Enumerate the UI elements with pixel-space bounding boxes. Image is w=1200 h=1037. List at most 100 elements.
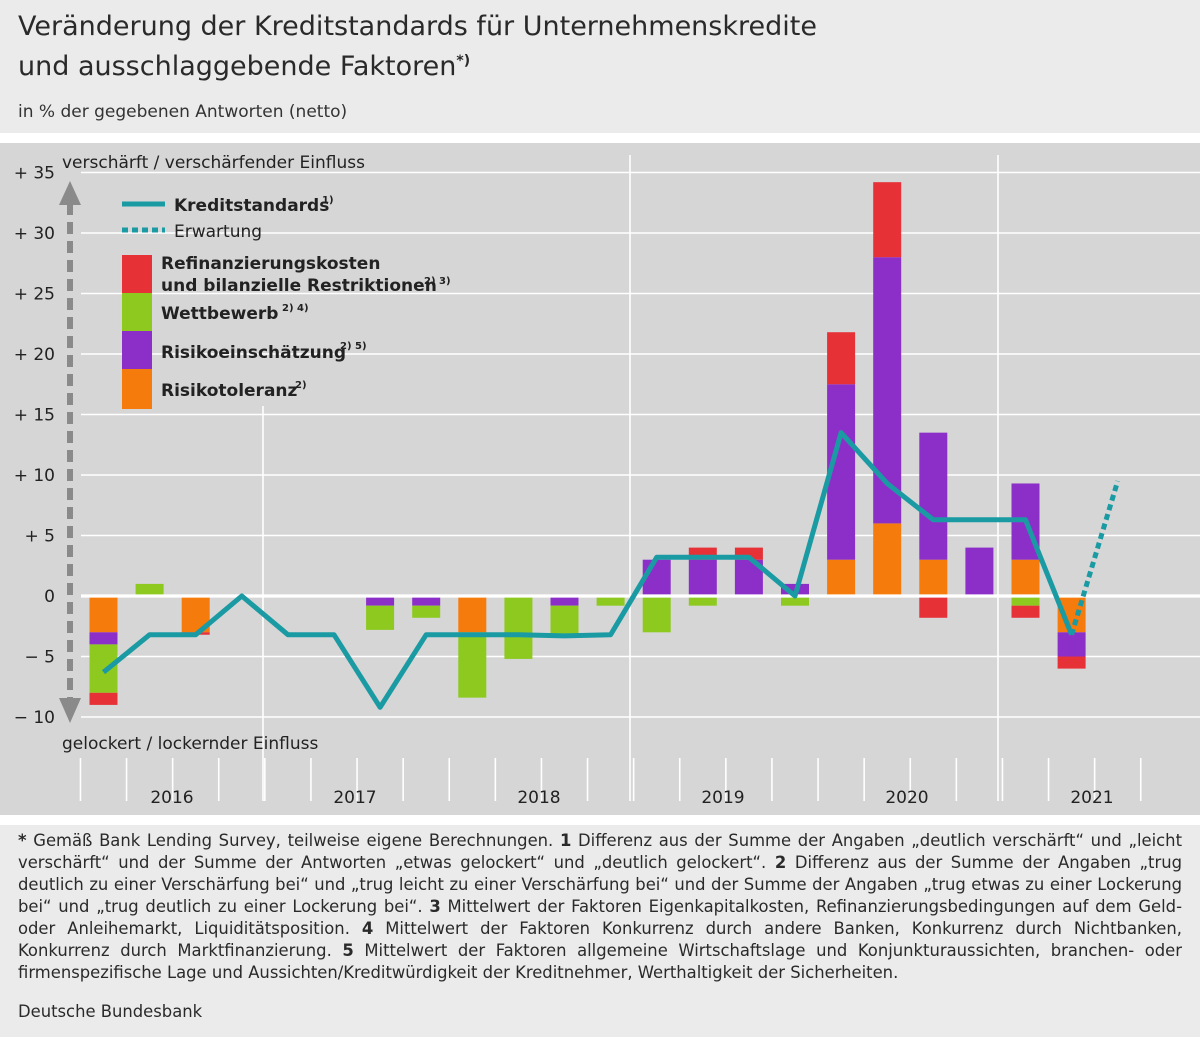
bar-risikotoleranz-2021Q1 <box>1011 559 1040 596</box>
footnote-number-2: 2 <box>774 853 787 872</box>
y-bottom-label: gelockert / lockernder Einfluss <box>62 734 318 754</box>
plot-background <box>0 143 1200 815</box>
line-series <box>101 430 1121 710</box>
bar-wettbewerb-2018Q1 <box>458 632 487 698</box>
chart-title: Veränderung der Kreditstandards für Unte… <box>18 10 1178 84</box>
y-axis-labels: + 35 + 30 + 25 + 20 + 15 + 10 + 5 0 − 5 − 10 versc… <box>14 153 365 754</box>
x-year-label-2020: 2020 <box>885 788 928 808</box>
gridlines <box>81 155 1200 801</box>
legend-swatch-refinanzierung <box>122 255 152 293</box>
legend-label-risikoeinschaetzung: Risikoeinschätzung <box>161 343 346 363</box>
bar-wettbewerb-2018Q4 <box>596 596 625 606</box>
separator-top <box>0 133 1200 143</box>
source-label: Deutsche Bundesbank <box>18 1002 203 1021</box>
bar-refinanzierung-2020Q1 <box>827 332 856 385</box>
bar-risikoeinschaetzung-2016Q1 <box>89 632 118 645</box>
y-tick-label-4: + 15 <box>14 406 55 426</box>
footnote-text-2: Differenz aus der Summe der Angaben „tru… <box>18 853 1182 916</box>
legend-label-wettbewerb: Wettbewerb <box>161 304 278 324</box>
bar-refinanzierung-2020Q3 <box>919 596 948 618</box>
legend-sup-risikotoleranz: 2) <box>295 380 307 391</box>
title-line-1: Veränderung der Kreditstandards für Unte… <box>18 11 817 42</box>
footnote-number-5: 5 <box>342 941 354 960</box>
legend-label-risikotoleranz: Risikotoleranz <box>161 381 298 401</box>
bar-risikoeinschaetzung-2020Q2 <box>873 257 902 524</box>
bar-risikotoleranz-2018Q1 <box>458 596 487 633</box>
footnote-number-1: 1 <box>559 831 572 850</box>
y-tick-label-9: − 10 <box>14 708 55 728</box>
x-year-label-2021: 2021 <box>1070 788 1113 808</box>
bar-risikoeinschaetzung-2019Q2 <box>688 559 717 596</box>
bar-wettbewerb-2021Q1 <box>1011 596 1040 606</box>
legend-label-refinanzierung-1: Refinanzierungskosten <box>161 254 380 274</box>
footnote-text-1: Differenz aus der Summe der Angaben „deu… <box>18 831 1182 872</box>
y-tick-label-6: + 5 <box>25 527 55 547</box>
y-tick-label-7: 0 <box>44 587 55 607</box>
chart-area: + 35 + 30 + 25 + 20 + 15 + 10 + 5 0 − 5 − 10 versc… <box>0 143 1200 815</box>
footnote: * Gemäß Bank Lending Survey, teilweise e… <box>18 830 1182 984</box>
bar-wettbewerb-2019Q1 <box>642 596 671 633</box>
footnote-text-5: Mittelwert der Faktoren allgemeine Wirts… <box>18 941 1183 982</box>
bar-wettbewerb-2018Q2 <box>504 596 533 659</box>
x-year-label-2018: 2018 <box>517 788 560 808</box>
bar-risikoeinschaetzung-2021Q2 <box>1057 632 1086 657</box>
bar-wettbewerb-2016Q1 <box>89 644 118 693</box>
bar-risikoeinschaetzung-2020Q4 <box>965 547 994 596</box>
footnote-text-4: Mittelwert der Faktoren Konkurrenz durch… <box>18 919 1182 960</box>
bar-wettbewerb-2019Q4 <box>781 596 809 606</box>
line-erwartung <box>1069 480 1121 636</box>
y-tick-label-1: + 30 <box>14 224 55 244</box>
line-kreditstandards <box>101 430 1074 710</box>
x-year-label-2019: 2019 <box>701 788 744 808</box>
bar-wettbewerb-2018Q3 <box>550 605 579 634</box>
bar-risikotoleranz-2016Q1 <box>89 596 118 633</box>
title-line-2-text: und ausschlaggebende Faktoren <box>18 51 457 82</box>
bar-refinanzierung-2021Q1 <box>1011 605 1040 618</box>
bar-risikoeinschaetzung-2017Q3 <box>366 596 395 606</box>
bar-wettbewerb-2017Q4 <box>412 605 441 618</box>
y-tick-label-3: + 20 <box>14 345 55 365</box>
legend-label-refinanzierung-2: und bilanzielle Restriktionen <box>161 276 437 296</box>
bar-risikotoleranz-2020Q2 <box>873 523 902 596</box>
y-tick-label-5: + 10 <box>14 466 55 486</box>
legend-label-erwartung: Erwartung <box>174 222 262 242</box>
title-superscript: *) <box>456 53 471 69</box>
y-tick-label-0: + 35 <box>14 164 55 184</box>
title-line-2: und ausschlaggebende Faktoren*) <box>18 44 1178 84</box>
footnote-text-0: Gemäß Bank Lending Survey, teilweise eig… <box>26 831 560 850</box>
bar-refinanzierung-2016Q1 <box>89 692 118 705</box>
bar-refinanzierung-2020Q2 <box>873 182 902 258</box>
arrow-head-up <box>59 181 81 205</box>
x-axis: 2016 2017 2018 2019 2020 2021 <box>79 758 1142 808</box>
legend-sup-wettbewerb: 2) 4) <box>282 303 309 314</box>
x-year-label-2017: 2017 <box>333 788 376 808</box>
separator-bottom <box>0 815 1200 825</box>
y-tick-label-2: + 25 <box>14 285 55 305</box>
legend-swatch-wettbewerb <box>122 293 152 331</box>
legend-sup-risikoeinschaetzung: 2) 5) <box>340 341 367 352</box>
bar-wettbewerb-2019Q2 <box>688 596 717 606</box>
footnote-text-3: Mittelwert der Faktoren Eigenkapitalkost… <box>18 897 1182 938</box>
legend-sup-kreditstandards: 1) <box>322 195 334 206</box>
y-tick-label-8: − 5 <box>25 648 55 668</box>
bar-series <box>89 182 1086 705</box>
bar-risikoeinschaetzung-2018Q3 <box>550 596 579 606</box>
bar-risikoeinschaetzung-2019Q1 <box>642 559 671 596</box>
arrow-head-down <box>59 698 81 723</box>
y-axis-arrow <box>59 181 81 723</box>
footnote-star: * <box>18 831 27 850</box>
legend-swatch-risikotoleranz <box>122 369 152 409</box>
chart-subtitle: in % der gegebenen Antworten (netto) <box>18 102 348 122</box>
bar-wettbewerb-2016Q2 <box>135 583 164 596</box>
bar-risikoeinschaetzung-2017Q4 <box>412 596 441 606</box>
bar-risikoeinschaetzung-2020Q3 <box>919 432 948 560</box>
y-top-label: verschärft / verschärfender Einfluss <box>62 153 365 173</box>
bar-risikotoleranz-2020Q3 <box>919 559 948 596</box>
bar-risikotoleranz-2020Q1 <box>827 559 856 596</box>
footnote-number-3: 3 <box>429 897 441 916</box>
footnote-number-4: 4 <box>361 919 374 938</box>
x-year-label-2016: 2016 <box>150 788 193 808</box>
legend-sup-refinanzierung: 2) 3) <box>424 276 451 287</box>
bar-refinanzierung-2021Q2 <box>1057 656 1086 669</box>
